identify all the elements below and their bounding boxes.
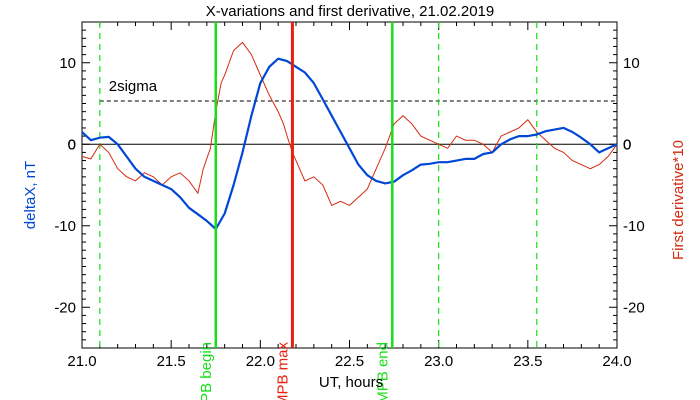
marker-label: MPB begin (198, 342, 215, 400)
chart-title: X-variations and first derivative, 21.02… (206, 3, 495, 20)
y-tick-label-right: -10 (623, 218, 645, 235)
derivative-series-line (81, 41, 618, 207)
plot-area: 21.0 21.5 22.0 22.5 23.0 23.5 24.0 10 10 0 0 -10 -10… (54, 21, 645, 400)
marker-label: MPB end (374, 342, 391, 400)
marker-label: MPB max (274, 342, 291, 400)
y-tick-label-left: 0 (68, 136, 76, 153)
x-tick-label: 23.5 (513, 353, 542, 370)
y-tick-label-left: 10 (59, 55, 76, 72)
deltax-series-line (81, 57, 618, 231)
x-axis-label: UT, hours (319, 374, 383, 391)
y-tick-label-right: -20 (623, 299, 645, 316)
y-tick-label-right: 10 (623, 55, 640, 72)
x-tick-label: 24.0 (602, 353, 631, 370)
x-tick-label: 23.0 (424, 353, 453, 370)
y-tick-label-right: 0 (623, 136, 631, 153)
x-tick-label: 21.5 (157, 353, 186, 370)
threshold-label: 2sigma (109, 78, 158, 95)
y-axis-label-right: First derivative*10 (670, 140, 687, 260)
y-tick-label-left: -10 (54, 218, 76, 235)
x-tick-label: 21.0 (67, 353, 96, 370)
y-tick-label-left: 0 (68, 136, 76, 153)
x-tick-label: 22.0 (246, 353, 275, 370)
y-tick-label-right: 0 (623, 136, 631, 153)
x-tick-label: 22.5 (335, 353, 364, 370)
y-tick-label-left: -20 (54, 299, 76, 316)
y-axis-label-left: deltaX, nT (22, 161, 39, 229)
